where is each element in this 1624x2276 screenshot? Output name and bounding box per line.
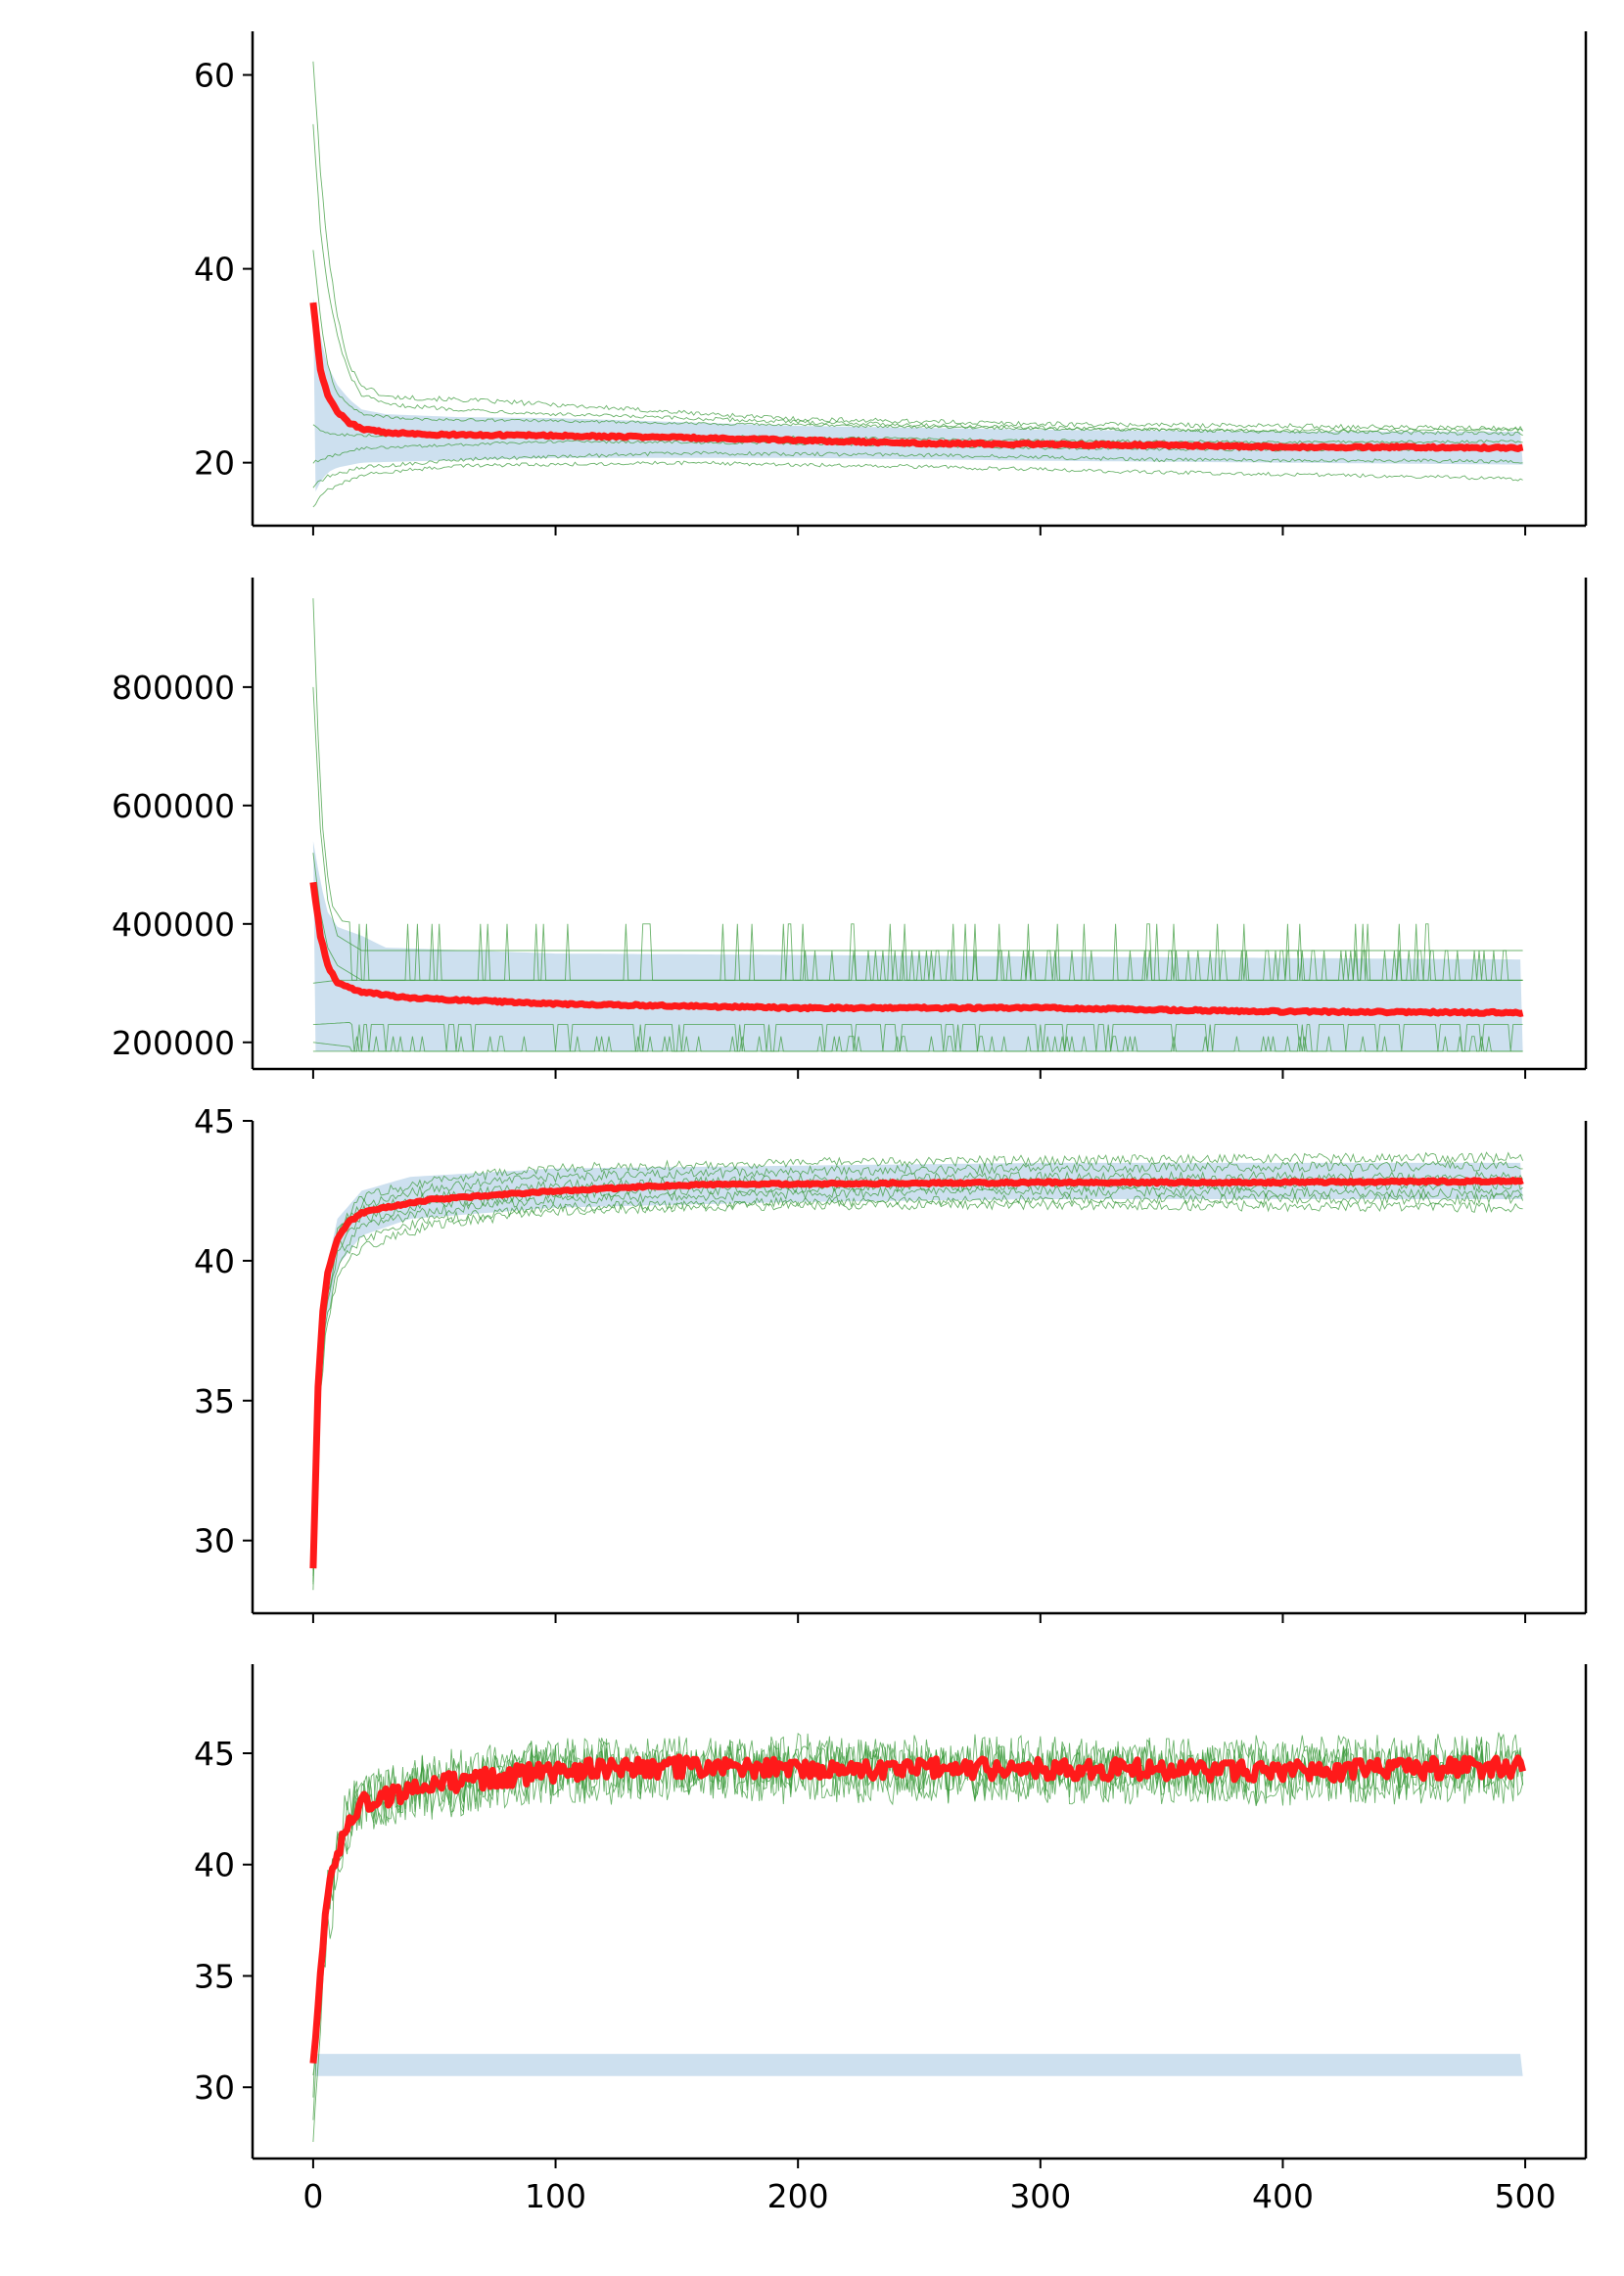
y-tick-label: 200000 — [112, 1024, 235, 1062]
mean-line — [309, 881, 1524, 1017]
run-line-4 — [312, 1746, 1524, 2143]
run-line-2 — [312, 123, 1523, 437]
mean-line — [309, 302, 1524, 452]
y-tick-label: 40 — [194, 1846, 235, 1884]
y-tick-label: 40 — [194, 251, 235, 289]
y-tick-label: 30 — [194, 2068, 235, 2107]
y-tick-label: 45 — [194, 1735, 235, 1773]
plot-area — [309, 598, 1524, 1052]
x-tick-label: 200 — [767, 2177, 829, 2215]
mean-line — [309, 1177, 1524, 1569]
run-line-5 — [312, 1184, 1523, 1582]
run-line-5 — [312, 1021, 1523, 1052]
subplot-2: 200000 400000 600000 800000 — [112, 578, 1588, 1079]
x-tick-label: 100 — [525, 2177, 586, 2215]
confidence-band — [312, 2054, 1523, 2076]
y-tick-label: 800000 — [112, 669, 235, 707]
subplot-3: 30 35 40 45 — [194, 1102, 1588, 1623]
plot-area — [309, 61, 1524, 508]
subplot-1: 20 40 60 — [194, 31, 1588, 535]
plot-area — [309, 1732, 1526, 2143]
run-line-7 — [312, 1198, 1523, 1568]
run-line-1 — [312, 61, 1523, 433]
y-tick-label: 30 — [194, 1522, 235, 1560]
subplot-4: 30 35 40 45 0 100 200 300 400 500 — [194, 1664, 1588, 2215]
y-tick-label: 20 — [194, 444, 235, 483]
run-line-2 — [312, 686, 1523, 952]
y-tick-label: 45 — [194, 1102, 235, 1140]
confidence-band — [312, 841, 1523, 1051]
run-line-4 — [312, 950, 1523, 984]
y-tick-label: 600000 — [112, 787, 235, 825]
y-tick-label: 60 — [194, 57, 235, 95]
x-tick-label: 400 — [1252, 2177, 1314, 2215]
run-line-3 — [312, 250, 1523, 433]
run-line-7 — [312, 1036, 1523, 1052]
run-line-2 — [312, 1159, 1523, 1565]
x-tick-label: 500 — [1495, 2177, 1556, 2215]
x-tick-label: 300 — [1009, 2177, 1071, 2215]
y-tick-label: 35 — [194, 1382, 235, 1420]
run-line-7 — [312, 460, 1523, 508]
run-line-6 — [312, 450, 1523, 488]
run-line-1 — [312, 1151, 1524, 1591]
x-tick-label: 0 — [302, 2177, 323, 2215]
y-tick-label: 400000 — [112, 906, 235, 944]
y-tick-label: 40 — [194, 1242, 235, 1280]
mean-line — [309, 1753, 1526, 2065]
y-tick-label: 35 — [194, 1957, 235, 1995]
run-line-6 — [312, 1192, 1524, 1585]
plot-area — [309, 1151, 1524, 1591]
